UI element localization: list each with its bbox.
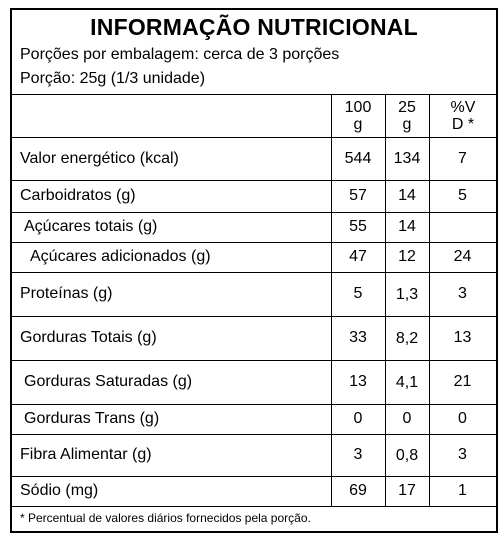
value-daily-percent: 1 xyxy=(458,482,467,499)
row-divider xyxy=(12,94,496,95)
value-per-serving: 134 xyxy=(393,150,421,167)
value-daily-percent: 5 xyxy=(458,187,467,204)
nutrient-name: Açúcares totais (g) xyxy=(24,218,158,235)
value-per-100g: 33 xyxy=(349,329,367,346)
value-per-serving: 14 xyxy=(398,187,416,204)
value-per-100g: 55 xyxy=(349,218,367,235)
nutrient-name: Carboidratos (g) xyxy=(20,187,136,204)
nutrition-table: 100 g 25 g %VD * Valor energético (kcal)… xyxy=(12,94,496,507)
value-per-serving: 0,8 xyxy=(395,446,419,464)
nutrient-name: Valor energético (kcal) xyxy=(20,149,179,167)
value-per-100g: 3 xyxy=(353,446,363,463)
header-per-100g: 100 g xyxy=(344,98,372,133)
row-divider xyxy=(12,360,496,361)
servings-per-package: Porções por embalagem: cerca de 3 porçõe… xyxy=(20,46,340,63)
nutrient-name: Açúcares adicionados (g) xyxy=(30,248,211,265)
row-divider xyxy=(12,404,496,405)
value-per-100g: 0 xyxy=(353,410,363,427)
value-per-100g: 13 xyxy=(349,373,367,390)
value-daily-percent: 3 xyxy=(458,285,467,302)
value-per-100g: 69 xyxy=(349,482,367,499)
value-per-100g: 5 xyxy=(353,285,363,302)
nutrient-name: Gorduras Saturadas (g) xyxy=(24,373,193,390)
serving-size: Porção: 25g (1/3 unidade) xyxy=(20,70,206,87)
column-divider xyxy=(331,94,332,506)
value-per-serving: 14 xyxy=(398,218,416,235)
label-title: INFORMAÇÃO NUTRICIONAL xyxy=(90,14,418,40)
row-divider xyxy=(12,242,496,243)
column-divider xyxy=(385,94,386,506)
value-daily-percent: 13 xyxy=(453,329,472,346)
value-per-100g: 57 xyxy=(349,187,367,204)
value-daily-percent: 3 xyxy=(458,446,467,463)
nutrient-name: Proteínas (g) xyxy=(20,285,113,302)
nutrient-name: Fibra Alimentar (g) xyxy=(20,446,152,463)
nutrient-name: Gorduras Totais (g) xyxy=(20,329,157,346)
value-daily-percent xyxy=(429,212,496,242)
value-per-100g: 544 xyxy=(344,149,372,167)
value-daily-percent: 21 xyxy=(453,373,472,390)
row-divider xyxy=(12,476,496,477)
value-per-serving: 4,1 xyxy=(395,373,419,391)
value-per-serving: 0 xyxy=(402,410,412,427)
row-divider xyxy=(12,272,496,273)
row-divider xyxy=(12,212,496,213)
value-per-100g: 47 xyxy=(349,248,367,265)
value-daily-percent: 7 xyxy=(458,149,467,167)
header-per-serving: 25 g xyxy=(398,98,416,133)
value-per-serving: 12 xyxy=(398,248,416,265)
value-per-serving: 8,2 xyxy=(395,329,419,347)
row-divider xyxy=(12,506,496,507)
row-divider xyxy=(12,180,496,181)
nutrient-name: Sódio (mg) xyxy=(20,482,99,499)
row-divider xyxy=(12,137,496,138)
column-divider xyxy=(429,94,430,506)
value-per-serving: 1,3 xyxy=(395,285,419,303)
nutrition-facts-label: INFORMAÇÃO NUTRICIONAL Porções por embal… xyxy=(10,8,498,533)
header-daily-value: %VD * xyxy=(450,98,476,133)
value-daily-percent: 0 xyxy=(458,410,467,427)
footnote: * Percentual de valores diários fornecid… xyxy=(20,511,311,525)
nutrient-name: Gorduras Trans (g) xyxy=(24,410,160,427)
row-divider xyxy=(12,316,496,317)
value-daily-percent: 24 xyxy=(453,248,472,265)
row-divider xyxy=(12,434,496,435)
value-per-serving: 17 xyxy=(398,482,416,499)
